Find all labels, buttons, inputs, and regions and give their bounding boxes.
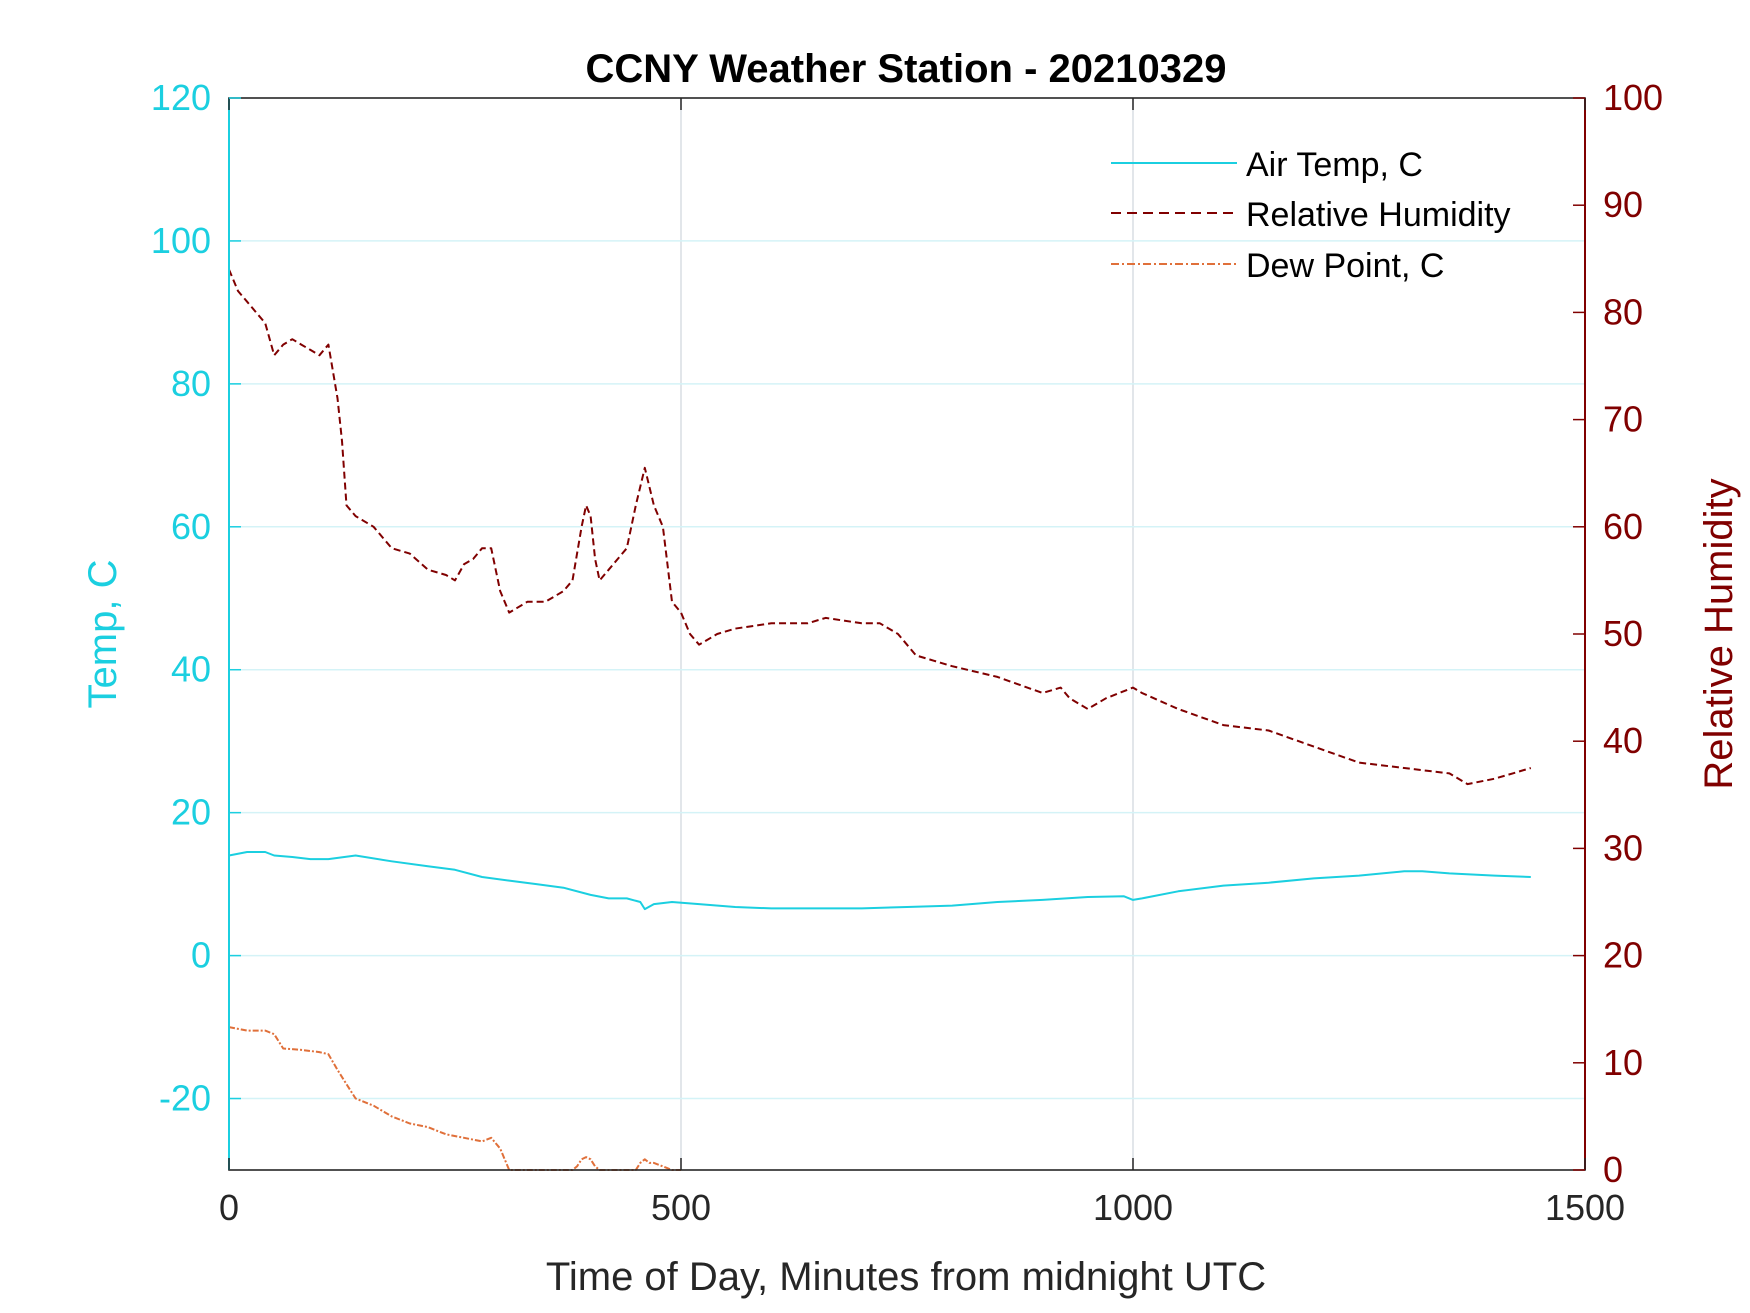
right-tick-label: 0 xyxy=(1603,1149,1623,1190)
grid xyxy=(229,98,1585,1170)
right-tick-label: 20 xyxy=(1603,935,1643,976)
x-axis-label: Time of Day, Minutes from midnight UTC xyxy=(546,1255,1266,1299)
right-tick-label: 50 xyxy=(1603,613,1643,654)
left-axis-label: Temp, C xyxy=(81,560,125,709)
chart-title: CCNY Weather Station - 20210329 xyxy=(586,47,1227,91)
right-tick-label: 100 xyxy=(1603,77,1663,118)
left-tick-label: 80 xyxy=(171,363,211,404)
right-tick-label: 40 xyxy=(1603,720,1643,761)
left-tick-label: 120 xyxy=(151,77,211,118)
left-tick-label: 20 xyxy=(171,792,211,833)
left-tick-label: -20 xyxy=(159,1078,211,1119)
left-tick-label: 40 xyxy=(171,649,211,690)
left-axis-ticks: -20 0 20 40 60 80 100 120 xyxy=(151,77,241,1119)
legend: Air Temp, C Relative Humidity Dew Point,… xyxy=(1111,146,1511,285)
x-tick-label: 1500 xyxy=(1545,1187,1625,1228)
left-tick-label: 0 xyxy=(191,935,211,976)
left-tick-label: 100 xyxy=(151,220,211,261)
legend-label-air-temp: Air Temp, C xyxy=(1246,146,1423,184)
right-tick-label: 60 xyxy=(1603,506,1643,547)
series-layer xyxy=(228,269,1532,1171)
series-line-air-temp-c xyxy=(228,851,1531,911)
right-tick-label: 70 xyxy=(1603,399,1643,440)
right-tick-label: 30 xyxy=(1603,827,1643,868)
right-axis-label: Relative Humidity xyxy=(1697,478,1741,789)
right-tick-label: 90 xyxy=(1603,184,1643,225)
x-tick-label: 0 xyxy=(219,1187,239,1228)
x-axis-ticks: 0 500 1000 1500 xyxy=(219,98,1625,1228)
series-line-relative-humidity xyxy=(228,269,1532,786)
legend-label-dew-point: Dew Point, C xyxy=(1246,247,1444,285)
legend-label-relative-humidity: Relative Humidity xyxy=(1246,196,1511,234)
left-tick-label: 60 xyxy=(171,506,211,547)
x-tick-label: 500 xyxy=(651,1187,711,1228)
x-tick-label: 1000 xyxy=(1093,1187,1173,1228)
right-axis-ticks: 0 10 20 30 40 50 60 70 80 90 100 xyxy=(1573,77,1663,1190)
right-tick-label: 10 xyxy=(1603,1042,1643,1083)
right-tick-label: 80 xyxy=(1603,291,1643,332)
